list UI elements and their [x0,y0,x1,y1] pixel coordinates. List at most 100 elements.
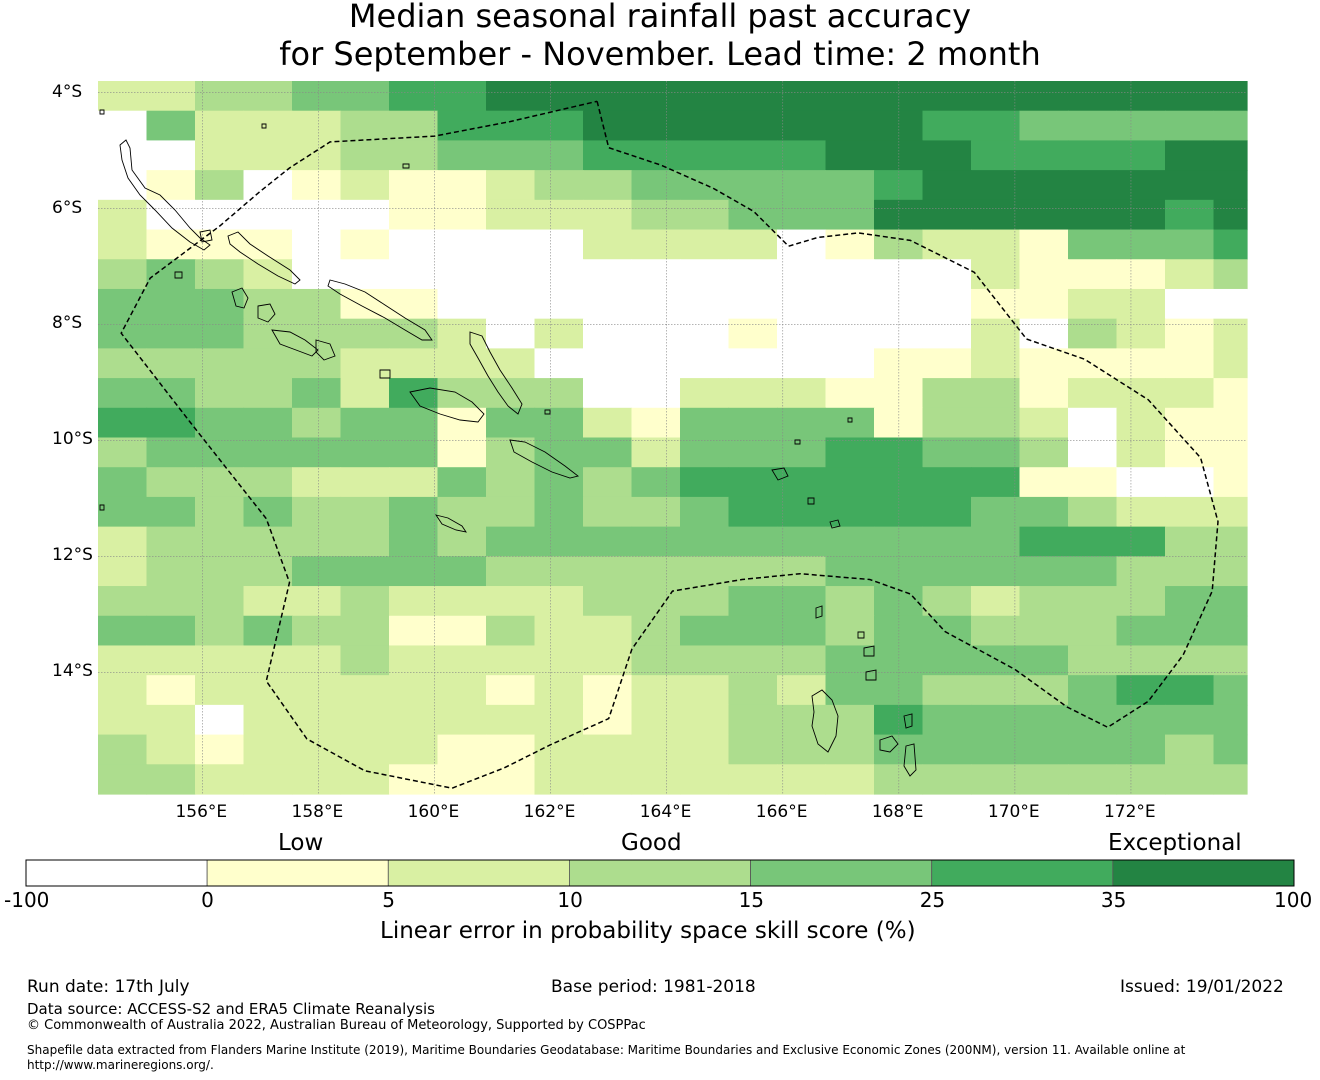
skill-cell [486,170,536,201]
skill-cell [1165,496,1215,528]
island-malaita [469,331,523,415]
skill-cell [631,526,681,557]
skill-cell [728,378,778,409]
skill-cell [1213,140,1248,171]
skill-cell [777,496,827,528]
skill-cell [971,288,1021,320]
skill-cell [1116,675,1166,706]
skill-cell [1068,318,1118,349]
skill-cell [340,110,390,142]
skill-cell [146,407,196,439]
skill-cell [437,229,487,260]
skill-cell [1019,437,1069,468]
skill-cell [680,764,730,795]
skill-cell [437,170,487,201]
skill-cell [922,348,972,379]
skill-cell [1213,81,1248,112]
skill-cell [971,348,1021,379]
skill-cell [583,318,633,349]
skill-cell [1019,318,1069,349]
skill-cell [534,586,584,617]
category-good-label: Good [621,830,682,856]
skill-cell [534,556,584,587]
skill-cell [1019,170,1069,201]
skill-cell [195,526,245,557]
skill-cell [1165,378,1215,409]
skill-cell [728,496,778,528]
skill-cell [292,110,342,142]
skill-cell [1116,348,1166,379]
skill-cell [728,467,778,498]
skill-cell [1165,467,1215,498]
lon-tick-label: 168°E [871,802,924,822]
skill-cell [98,110,148,142]
skill-cell [389,467,439,498]
skill-cell [825,704,875,736]
skill-cell [534,318,584,349]
skill-cell [486,556,536,587]
skill-cell [1068,586,1118,617]
skill-cell [340,229,390,260]
skill-cell [292,467,342,498]
skill-cell [1116,407,1166,439]
skill-cell [728,645,778,676]
skill-cell [98,170,148,201]
skill-cell [971,526,1021,557]
skill-cell [292,437,342,468]
skill-cell [437,407,487,439]
skill-cell [922,556,972,587]
lat-tick-label: 14°S [52,661,93,682]
skill-cell [389,407,439,439]
skill-cell [777,378,827,409]
skill-cell [389,496,439,528]
skill-cell [292,586,342,617]
skill-cell [292,526,342,557]
skill-cell [583,170,633,201]
skill-cell [1165,259,1215,290]
skill-cell [922,229,972,260]
skill-cell [777,764,827,795]
skill-cell [728,526,778,557]
skill-cell [389,586,439,617]
skill-cell [1068,526,1118,557]
skill-cell [1116,734,1166,765]
skill-cell [825,259,875,290]
skill-cell [825,378,875,409]
skill-cell [1019,110,1069,142]
skill-cell [146,348,196,379]
skill-cell [777,615,827,647]
skill-cell [340,496,390,528]
skill-cell [825,110,875,142]
skill-cell [389,675,439,706]
skill-cell [146,378,196,409]
skill-cell [728,140,778,171]
skill-cell [534,437,584,468]
skill-cell [583,496,633,528]
skill-cell [486,734,536,765]
skill-cell [195,110,245,142]
skill-cell [195,704,245,736]
skill-cell [1068,437,1118,468]
skill-cell [389,199,439,231]
skill-cell [922,764,972,795]
island-new-georgia [257,303,336,361]
skill-cell [680,199,730,231]
lon-tick-label: 158°E [291,802,344,822]
skill-cell [583,615,633,647]
skill-cell [1213,615,1248,647]
skill-cell [680,348,730,379]
skill-cell [1165,170,1215,201]
skill-cell [680,704,730,736]
skill-cell [534,764,584,795]
skill-cell [534,675,584,706]
skill-cell [1165,81,1215,112]
skill-cell [340,199,390,231]
skill-cell [583,229,633,260]
skill-cell [777,437,827,468]
skill-cell [146,437,196,468]
skill-cell [340,645,390,676]
skill-cell [195,734,245,765]
skill-cell [922,526,972,557]
skill-cell [583,110,633,142]
skill-cell [292,407,342,439]
